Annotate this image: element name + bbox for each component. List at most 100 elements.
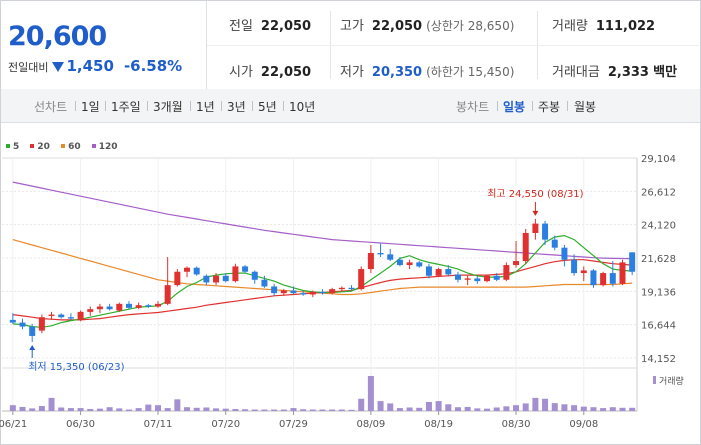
volume-bar xyxy=(290,408,297,411)
candle-body xyxy=(96,306,103,310)
stat-value: 111,022 xyxy=(595,19,656,34)
candle-body xyxy=(561,247,568,260)
divider xyxy=(532,101,533,111)
period-1d[interactable]: 1일 xyxy=(81,100,100,114)
stat-low: 저가 20,350 (하한가 15,450) xyxy=(340,61,514,80)
candle-weekly[interactable]: 주봉 xyxy=(538,100,561,114)
period-1y[interactable]: 1년 xyxy=(196,100,215,114)
legend-item-ma5: 5 xyxy=(6,142,19,152)
stat-value: 22,050 xyxy=(260,65,312,80)
candle-body xyxy=(416,262,423,267)
divider xyxy=(497,101,498,111)
candle-body xyxy=(164,285,171,304)
legend-swatch xyxy=(6,144,10,148)
candle-body xyxy=(609,273,616,284)
price-box: 20,600 전일대비 1,450 -6.58% xyxy=(1,1,207,89)
divider xyxy=(221,101,222,111)
volume-bar xyxy=(338,409,345,411)
period-5y[interactable]: 5년 xyxy=(258,100,277,114)
volume-bar xyxy=(280,409,287,411)
candle-body xyxy=(280,290,287,294)
divider xyxy=(283,101,284,111)
legend-label: 60 xyxy=(68,142,81,152)
volume-bar xyxy=(406,407,413,411)
legend-label: 20 xyxy=(37,142,50,152)
candle-body xyxy=(571,259,578,274)
volume-bar xyxy=(454,407,461,411)
legend-label: 5 xyxy=(13,142,20,152)
volume-bar xyxy=(513,405,520,411)
candle-body xyxy=(116,303,123,311)
stat-high: 고가 22,050 (상한가 28,650) xyxy=(340,15,514,34)
candle-body xyxy=(309,291,316,295)
divider xyxy=(567,101,568,111)
legend-item-ma120: 120 xyxy=(91,142,118,152)
volume-bar xyxy=(232,408,239,411)
high-arrowhead xyxy=(532,210,539,216)
candle-body xyxy=(77,311,84,320)
x-tick-label: 08/30 xyxy=(502,419,531,430)
volume-bar xyxy=(484,408,491,411)
volume-bar xyxy=(348,409,355,411)
period-10y[interactable]: 10년 xyxy=(289,100,316,114)
legend-swatch xyxy=(91,144,96,148)
volume-bar xyxy=(125,409,132,411)
candle-body xyxy=(406,262,413,266)
candle-body xyxy=(19,322,26,327)
period-1w[interactable]: 1주일 xyxy=(111,100,141,114)
candle-body xyxy=(38,317,45,331)
volume-bar xyxy=(222,408,229,411)
volume-bar xyxy=(561,404,568,411)
volume-bar xyxy=(396,408,403,411)
candle-body xyxy=(542,223,549,240)
period-3m[interactable]: 3개월 xyxy=(153,100,183,114)
y-tick-label: 26,612 xyxy=(641,187,676,198)
candle-body xyxy=(135,305,142,308)
candle-body xyxy=(600,273,607,286)
x-tick-label: 07/11 xyxy=(144,419,173,430)
legend-label: 120 xyxy=(98,142,118,152)
volume-bar xyxy=(551,403,558,411)
x-tick-label: 07/20 xyxy=(211,419,240,430)
volume-bar xyxy=(96,408,103,411)
candle-body xyxy=(9,319,16,323)
x-tick-label: 08/19 xyxy=(424,419,453,430)
y-tick-label: 21,628 xyxy=(641,254,676,265)
volume-bar xyxy=(532,397,539,411)
divider xyxy=(105,101,106,111)
candle-chart-label: 봉차트 xyxy=(456,100,490,114)
volume-bar xyxy=(445,404,452,411)
volume-bar xyxy=(213,408,220,411)
candle-body xyxy=(454,274,461,280)
candle-daily[interactable]: 일봉 xyxy=(503,100,526,114)
y-tick-label: 24,120 xyxy=(641,221,676,232)
candle-body xyxy=(445,269,452,275)
candle-monthly[interactable]: 월봉 xyxy=(574,100,597,114)
stat-label: 시가 xyxy=(229,65,253,80)
volume-bar xyxy=(377,401,384,411)
change-amount: 1,450 xyxy=(66,57,114,75)
y-tick-label: 16,644 xyxy=(641,321,676,332)
low-arrowhead xyxy=(29,344,36,350)
candle-body xyxy=(551,239,558,248)
ma120-line xyxy=(12,181,633,260)
high-annotation: 최고 24,550 (08/31) xyxy=(487,188,583,200)
candle-body xyxy=(203,275,210,283)
volume-bar xyxy=(416,407,423,411)
period-3y[interactable]: 3년 xyxy=(227,100,246,114)
stat-label: 전일 xyxy=(229,19,253,34)
candle-body xyxy=(367,253,374,270)
legend-item-ma60: 60 xyxy=(61,142,81,152)
candle-body xyxy=(338,287,345,290)
candle-body xyxy=(154,303,161,307)
candle-body xyxy=(329,289,336,294)
volume-bar xyxy=(174,399,181,411)
legend-swatch xyxy=(30,144,35,148)
volume-bar xyxy=(619,407,626,411)
stat-label: 거래대금 xyxy=(552,65,600,80)
candle-body xyxy=(145,305,152,307)
volume-legend-swatch xyxy=(653,376,656,384)
candle-body xyxy=(290,290,297,294)
change-percent: -6.58% xyxy=(123,57,183,75)
stat-label: 거래량 xyxy=(552,19,588,34)
